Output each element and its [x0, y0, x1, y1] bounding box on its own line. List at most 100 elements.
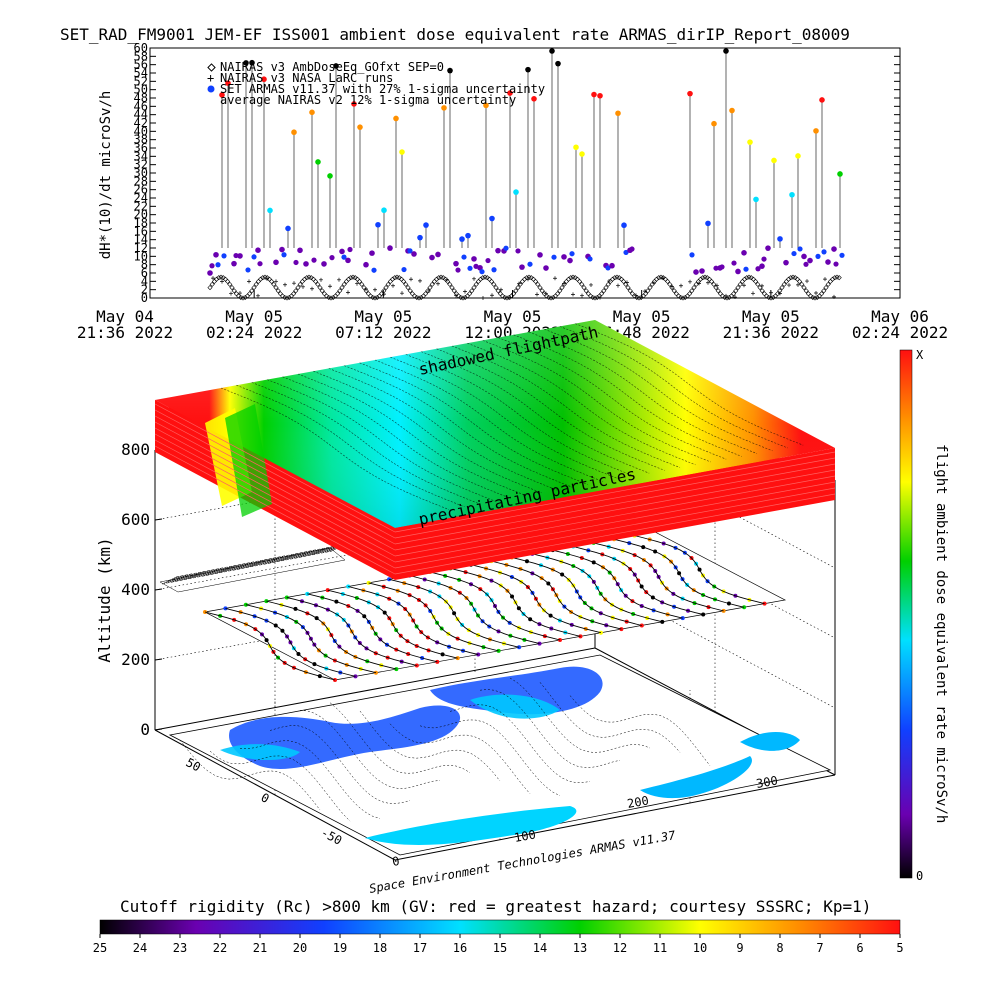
nairas-diamond-point: [737, 281, 743, 287]
y-tick-label: 20: [134, 208, 148, 222]
armas-data-point: [225, 80, 231, 86]
armas-data-point: [813, 128, 819, 134]
nairas-diamond-point: [370, 294, 376, 301]
orbit-track-line: [388, 578, 520, 648]
armas-data-point: [387, 245, 393, 251]
nairas-diamond-point: [363, 288, 369, 294]
armas-data-point: [759, 263, 765, 269]
slab-flight-track: [328, 368, 557, 491]
nairas-diamond-point: [251, 285, 257, 291]
armas-data-point: [315, 159, 321, 165]
armas-data-point: [711, 120, 717, 127]
nairas-diamond-point: [627, 288, 633, 294]
x-tick-label-time: 21:36 2022: [77, 323, 173, 342]
nairas-diamond-point: [427, 285, 433, 291]
cutoff-rigidity-tick-label: 23: [173, 941, 187, 955]
y-tick-label: 48: [134, 91, 148, 105]
nairas-diamond-point: [621, 278, 627, 285]
slab-rigidity-band: [225, 404, 272, 517]
y-tick-label: 8: [141, 258, 148, 272]
nairas-diamond-point: [324, 293, 330, 299]
nairas-diamond-point: [819, 291, 825, 297]
nairas-diamond-point: [823, 285, 829, 291]
latitude-tick-label: 50: [184, 755, 203, 774]
armas-data-point: [369, 250, 375, 256]
slab-stripe: [154, 415, 396, 545]
y-tick-label: 6: [141, 266, 148, 280]
nairas-diamond-point: [330, 294, 336, 301]
ground-track-line: [239, 740, 381, 819]
cutoff-rigidity-tick-label: 21: [253, 941, 267, 955]
orbit-track-line: [245, 604, 377, 674]
y-tick-label: 32: [134, 158, 148, 172]
armas-data-point: [741, 250, 747, 256]
nairas-larc-plus-point: [301, 284, 305, 289]
3d-panel: 0 200 400 600 800 Altitude (km) 50 0 -50 0 100 2…: [95, 320, 836, 896]
nairas-larc-plus-point: [535, 292, 539, 297]
slab-flight-track: [482, 340, 711, 463]
armas-data-point: [249, 59, 255, 66]
cutoff-rigidity-ticks: 25 24 23 22 21 20 19 18 17 16 15 14 13 12 11 10 9 8 7 6 5: [93, 934, 904, 955]
longitude-tick-label: 100: [513, 827, 537, 845]
slab-flight-track: [390, 356, 619, 480]
orbit-dose-point: [264, 599, 269, 604]
nairas-diamond-point: [449, 285, 455, 291]
cutoff-rigidity-tick-label: 20: [293, 941, 307, 955]
nairas-larc-plus-point: [337, 277, 341, 282]
shadowed-flightpath-lines: [161, 543, 347, 585]
armas-data-point: [285, 225, 291, 232]
cutoff-rigidity-tick-label: 14: [533, 941, 547, 955]
armas-data-point: [483, 102, 489, 109]
armas-data-point: [255, 247, 261, 254]
nairas-diamond-point: [229, 285, 235, 291]
orbit-track-line: [491, 560, 622, 630]
nairas-larc-plus-point: [319, 277, 323, 282]
orbit-track-line: [225, 607, 356, 677]
nairas-diamond-point: [357, 278, 363, 285]
nairas-diamond-point: [214, 276, 220, 282]
nairas-diamond-point: [678, 294, 684, 301]
ground-track-line: [299, 710, 441, 789]
nairas-diamond-point: [348, 275, 354, 281]
slab-stripe: [394, 475, 836, 557]
nairas-diamond-point: [440, 275, 446, 281]
nairas-diamond-point: [484, 275, 490, 281]
armas-data-point: [537, 252, 543, 258]
z-tick-mark: [154, 658, 163, 661]
armas-data-point: [357, 124, 363, 130]
legend-label: NAIRAS v3 AmbDoseEq_GOfxt SEP=0: [220, 60, 444, 74]
nairas-diamond-point: [768, 295, 774, 301]
orbit-dose-point: [387, 577, 392, 582]
y-tick-label: 12: [134, 241, 148, 255]
nairas-diamond-point: [394, 274, 400, 280]
nairas-diamond-point: [504, 295, 510, 301]
legend-item-set-armas: SET ARMAS v11.37 with 27% 1-sigma uncert…: [207, 82, 545, 96]
armas-data-point: [303, 261, 309, 267]
nairas-larc-plus-point: [238, 291, 242, 296]
nairas-diamond-point: [700, 275, 706, 281]
nairas-diamond-point: [746, 274, 752, 280]
slab-stripe: [394, 481, 836, 563]
slab-flight-track: [575, 323, 804, 446]
nairas-larc-plus-point: [283, 282, 287, 287]
armas-data-point: [555, 60, 561, 67]
armas-data-point: [755, 266, 761, 272]
dose-rate-colorbar-bottom-label: 0: [916, 869, 923, 883]
armas-data-point: [243, 60, 249, 66]
nairas-diamond-point: [660, 275, 666, 281]
nairas-diamond-point: [832, 275, 838, 281]
timeseries-legend: NAIRAS v3 AmbDoseEq_GOfxt SEP=0 + NAIRAS…: [207, 60, 545, 107]
nairas-diamond-point: [315, 281, 321, 287]
continent-landmass: [220, 744, 300, 760]
nairas-diamond-point: [383, 285, 389, 291]
slab-flight-track: [467, 342, 696, 466]
nairas-diamond-point: [231, 288, 237, 294]
nairas-diamond-point: [592, 295, 598, 301]
nairas-diamond-point: [777, 288, 783, 294]
armas-data-point: [363, 261, 369, 268]
nairas-diamond-point: [610, 276, 616, 282]
y-tick-label: 24: [134, 191, 148, 205]
orbit-track-line: [532, 553, 663, 623]
nairas-diamond-point: [445, 278, 451, 285]
nairas-diamond-point: [480, 275, 486, 281]
